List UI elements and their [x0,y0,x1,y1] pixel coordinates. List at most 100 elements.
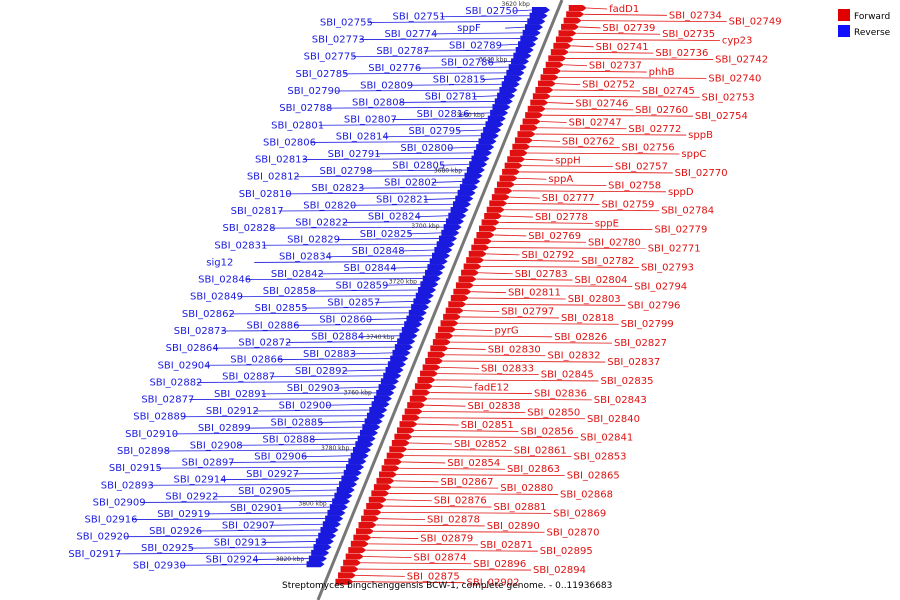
reverse-gene-label: SBI_02846 [198,275,251,286]
forward-gene-glyph [368,496,387,503]
forward-connector [579,26,601,29]
forward-gene-glyph [386,452,405,459]
forward-gene-label: SBI_02838 [467,401,520,412]
reverse-gene-label: SBI_02800 [400,143,453,154]
genome-caption: Streptomyces bingchenggensis BCW-1, comp… [282,581,612,591]
forward-gene-label: SBI_02830 [488,344,541,355]
forward-connector [389,493,559,495]
forward-connector [555,83,581,86]
reverse-gene-label: SBI_02864 [166,343,219,354]
forward-gene-glyph [558,30,577,37]
reverse-gene-label: SBI_02842 [271,269,324,280]
reverse-connector [375,301,414,303]
reverse-gene-label: SBI_02810 [239,189,292,200]
reverse-gene-glyph [327,509,346,516]
reverse-connector [367,169,467,172]
forward-gene-label: SBI_02782 [581,256,634,267]
forward-connector [561,70,647,73]
forward-connector [517,177,547,180]
forward-gene-glyph [471,244,490,251]
reverse-gene-label: SBI_02888 [262,435,315,446]
genome-axis-line [316,0,564,600]
forward-connector [438,373,539,376]
forward-connector [381,511,552,514]
forward-gene-label: phhB [649,67,675,78]
reverse-gene-glyph [522,29,541,36]
tick-label: 3740 kbp [366,334,394,341]
reverse-gene-label: SBI_02776 [368,63,421,74]
reverse-connector [221,329,402,332]
reverse-connector [351,203,453,206]
forward-gene-glyph [417,376,436,383]
reverse-gene-label: SBI_02903 [287,383,340,394]
forward-gene-glyph [463,263,482,270]
forward-gene-label: SBI_02756 [622,143,675,154]
forward-connector [566,58,714,60]
forward-gene-label: SBI_02780 [588,237,641,248]
reverse-gene-label: SBI_02824 [368,212,421,223]
reverse-gene-label: SBI_02788 [279,103,332,114]
reverse-gene-glyph [320,527,339,533]
reverse-connector [327,106,493,109]
forward-gene-glyph [473,238,492,245]
reverse-gene-glyph [380,378,399,385]
forward-gene-glyph [479,225,498,232]
reverse-gene-label: SBI_02898 [117,446,170,457]
forward-gene-glyph [338,572,357,579]
reverse-gene-label: SBI_02889 [133,412,186,423]
reverse-connector [253,409,370,412]
reverse-gene-glyph [313,544,332,551]
reverse-connector [286,489,337,492]
reverse-gene-glyph [436,241,455,248]
reverse-gene-glyph [445,218,464,225]
reverse-gene-glyph [404,321,423,328]
forward-gene-label: SBI_02861 [514,445,567,456]
forward-gene-glyph [553,42,572,49]
forward-gene-label: SBI_02792 [521,250,574,261]
reverse-gene-glyph [504,75,523,82]
forward-connector [455,329,493,331]
reverse-gene-label: SBI_02883 [303,349,356,360]
forward-gene-label: SBI_02878 [427,515,480,526]
forward-gene-label: SBI_02783 [515,269,568,280]
reverse-gene-glyph [443,224,462,231]
genome-axis [316,0,564,600]
forward-gene-label: SBI_02874 [414,552,467,563]
forward-gene-label: sppD [668,187,694,198]
reverse-connector [367,318,407,320]
reverse-gene-label: SBI_02821 [376,195,429,206]
forward-gene-glyph [440,320,459,327]
reverse-gene-glyph [399,332,418,339]
reverse-gene-label: SBI_02805 [392,160,445,171]
forward-connector [484,259,580,262]
forward-gene-label: SBI_02794 [634,281,687,292]
legend-forward-swatch [838,9,850,21]
reverse-gene-glyph [318,532,337,539]
reverse-gene-label: SBI_02877 [141,395,194,406]
forward-gene-glyph [355,528,374,535]
reverse-gene-glyph [517,41,536,48]
reverse-gene-glyph [401,327,420,333]
forward-gene-label: SBI_02734 [669,10,722,21]
forward-gene-label: SBI_02747 [569,117,622,128]
forward-gene-label: SBI_02845 [541,370,594,381]
forward-connector [425,404,466,407]
forward-gene-label: SBI_02853 [573,452,626,463]
reverse-gene-glyph [480,132,499,139]
reverse-gene-label: SBI_02873 [174,326,227,337]
forward-gene-label: SBI_02841 [580,433,633,444]
reverse-connector [181,415,367,418]
forward-connector [568,51,654,54]
forward-gene-label: SBI_02741 [596,42,649,53]
forward-gene-glyph [563,17,582,24]
forward-gene-label: SBI_02894 [533,565,586,576]
reverse-gene-glyph [397,338,416,345]
forward-connector [358,568,532,571]
reverse-gene-glyph [427,264,446,271]
forward-gene-glyph [432,339,451,346]
reverse-gene-glyph [413,298,432,305]
reverse-connector [359,38,521,40]
forward-gene-label: SBI_02739 [602,23,655,34]
